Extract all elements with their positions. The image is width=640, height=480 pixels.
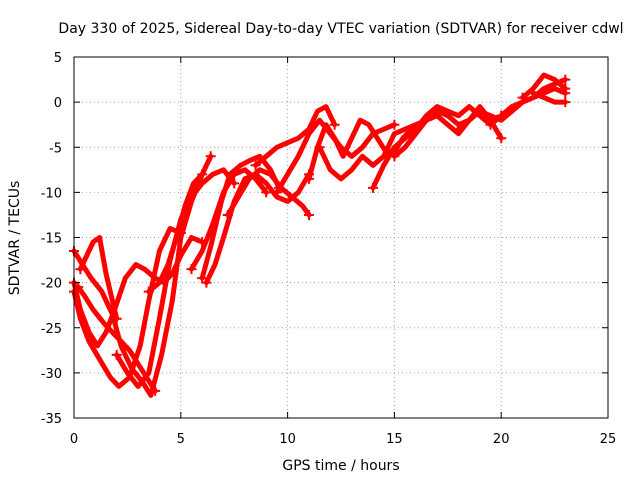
- y-tick-label: -30: [41, 367, 62, 382]
- chart-title: Day 330 of 2025, Sidereal Day-to-day VTE…: [58, 21, 623, 37]
- data-point-marker: [150, 385, 161, 396]
- series-sat-k: [225, 167, 312, 218]
- data-point-marker: [143, 286, 154, 297]
- data-point-marker: [111, 349, 122, 360]
- data-point-marker: [261, 187, 272, 198]
- y-tick-label: -10: [41, 186, 62, 201]
- x-tick-label: 15: [386, 432, 403, 447]
- data-point-marker: [496, 110, 507, 121]
- data-point-marker: [485, 119, 496, 130]
- data-point-marker: [205, 151, 216, 162]
- x-tick-label: 5: [177, 432, 185, 447]
- data-series: [69, 72, 571, 398]
- series-sat-g: [146, 171, 205, 295]
- series-sat-e: [77, 235, 120, 322]
- x-tick-label: 20: [493, 432, 510, 447]
- y-tick-label: -20: [41, 277, 62, 292]
- data-point-marker: [389, 151, 400, 162]
- series-sat-t: [520, 72, 568, 101]
- data-point-marker: [197, 169, 208, 180]
- y-tick-label: -35: [41, 412, 62, 427]
- data-point-marker: [75, 264, 86, 275]
- y-tick-label: -5: [49, 141, 62, 156]
- data-point-marker: [250, 160, 261, 171]
- y-tick-label: -25: [41, 322, 62, 337]
- data-point-marker: [560, 97, 571, 108]
- series-sat-s: [488, 77, 568, 128]
- x-tick-label: 25: [600, 432, 617, 447]
- data-point-marker: [175, 227, 186, 238]
- data-point-marker: [222, 209, 233, 220]
- series-sat-i: [199, 153, 282, 281]
- y-tick-label: 5: [54, 51, 62, 66]
- series-sat-b: [71, 226, 184, 389]
- grid-lines: [74, 57, 608, 418]
- data-point-marker: [73, 282, 84, 293]
- series-sat-r: [456, 86, 568, 132]
- y-tick-label: -15: [41, 232, 62, 247]
- data-point-marker: [368, 182, 379, 193]
- data-point-marker: [517, 92, 528, 103]
- data-point-marker: [111, 313, 122, 324]
- data-point-marker: [329, 119, 340, 130]
- data-point-marker: [560, 74, 571, 85]
- x-tick-label: 0: [70, 432, 78, 447]
- y-axis-label: SDTVAR / TECUs: [7, 181, 23, 296]
- data-point-marker: [274, 182, 285, 193]
- data-point-marker: [389, 119, 400, 130]
- data-point-marker: [201, 277, 212, 288]
- data-point-marker: [314, 142, 325, 153]
- data-point-marker: [453, 124, 464, 135]
- data-point-marker: [528, 88, 539, 99]
- series-sat-u: [530, 90, 568, 105]
- series-sat-d: [75, 284, 158, 394]
- series-sat-c: [71, 235, 205, 349]
- data-point-marker: [560, 83, 571, 94]
- series-sat-o: [317, 108, 483, 182]
- data-point-marker: [197, 237, 208, 248]
- data-point-marker: [303, 173, 314, 184]
- data-point-marker: [406, 124, 417, 135]
- data-point-marker: [271, 187, 282, 198]
- y-tick-label: 0: [54, 96, 62, 111]
- x-axis-label: GPS time / hours: [282, 458, 399, 474]
- data-point-marker: [186, 264, 197, 275]
- data-point-marker: [496, 133, 507, 144]
- series-sat-l: [253, 104, 338, 168]
- data-point-marker: [303, 209, 314, 220]
- data-point-marker: [474, 106, 485, 117]
- x-tick-label: 10: [279, 432, 296, 447]
- data-point-marker: [229, 178, 240, 189]
- axis-ticks: 0 5 10 15 20 25 5 0 -5 -10 -15 -20 -25 -30 -35: [41, 51, 617, 447]
